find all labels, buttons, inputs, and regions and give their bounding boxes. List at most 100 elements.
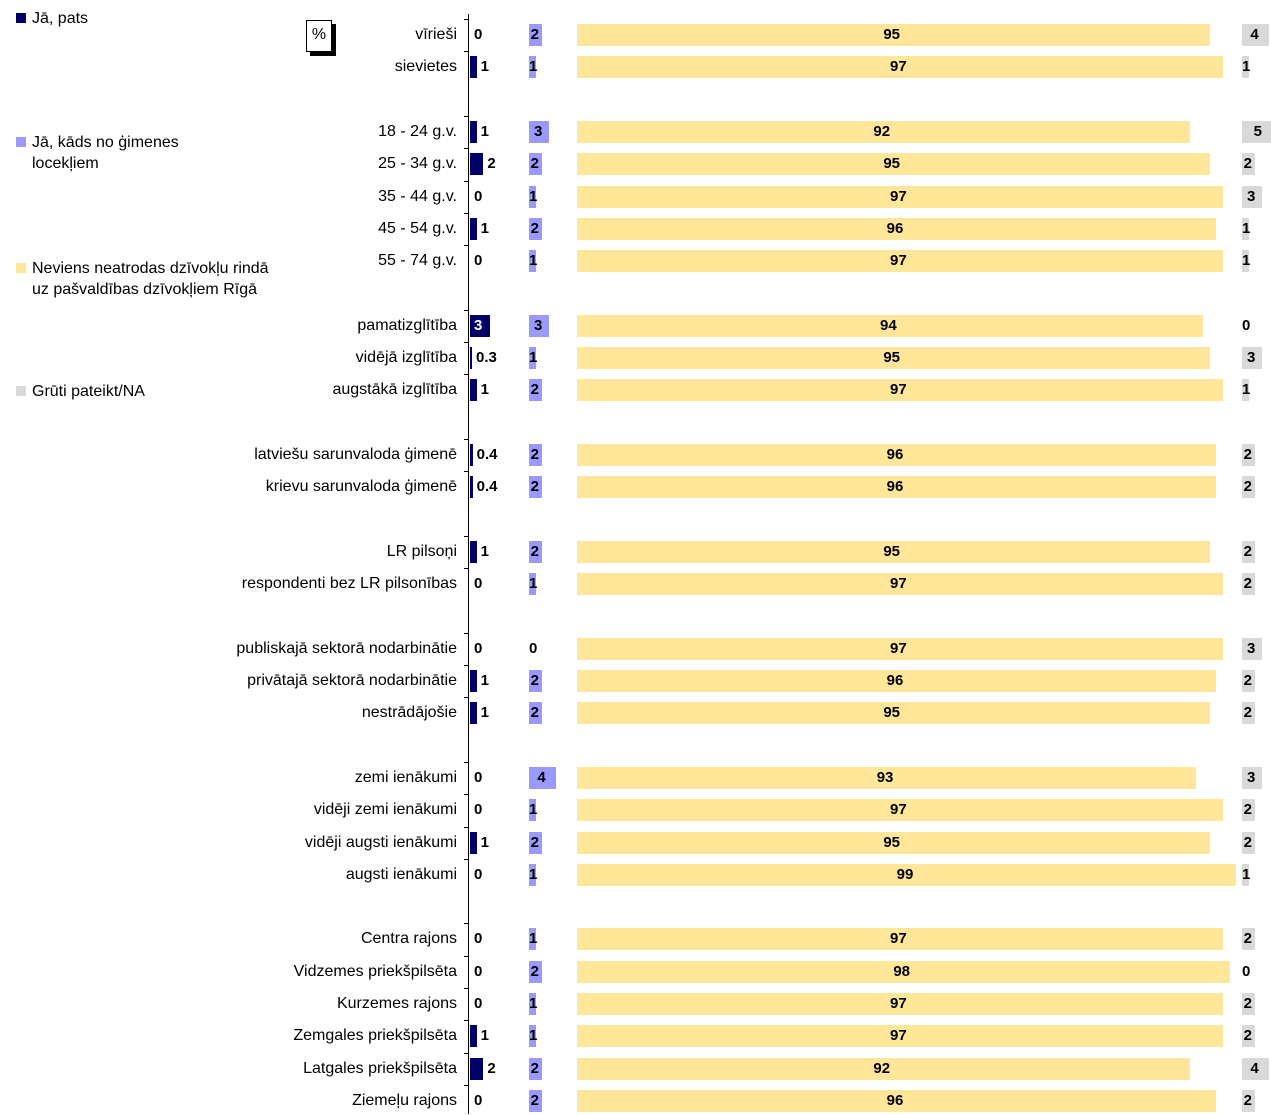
- bar-series-1: [470, 1057, 484, 1080]
- bar-series-2: [529, 476, 543, 499]
- bar-series-2: [529, 185, 536, 208]
- data-label: 95: [883, 833, 901, 851]
- bar-series-3: [577, 347, 1210, 369]
- bar-series-1: [470, 670, 477, 692]
- bar-series-4: [1242, 347, 1262, 369]
- axis-tick: [464, 245, 469, 247]
- bar-series-3: [577, 56, 1224, 79]
- axis-tick: [464, 535, 469, 537]
- bar-series-3: [577, 153, 1210, 176]
- data-label: 1: [1242, 381, 1251, 399]
- axis-tick: [464, 923, 469, 925]
- data-label: 94: [880, 316, 897, 334]
- data-label: 1: [480, 122, 489, 140]
- bar-series-4: [1242, 1089, 1256, 1112]
- bar-series-4: [1242, 799, 1256, 822]
- bar-series-4: [1242, 443, 1256, 466]
- bar-series-3: [577, 637, 1224, 660]
- data-label: 0: [474, 995, 483, 1012]
- bar-series-4: [1242, 250, 1249, 273]
- data-label: 97: [890, 1027, 907, 1045]
- bar-series-2: [529, 120, 549, 143]
- axis-tick: [464, 115, 469, 117]
- category-label: vidējā izglītība: [355, 349, 457, 366]
- data-label: 0.3: [476, 349, 497, 366]
- data-label: 93: [876, 768, 894, 786]
- data-label: 95: [883, 542, 901, 560]
- data-label: 2: [487, 155, 496, 173]
- bar-series-1: [470, 831, 477, 854]
- bar-series-3: [577, 24, 1210, 46]
- data-label: 97: [890, 252, 907, 270]
- bar-series-4: [1242, 863, 1249, 886]
- bar-series-1: [470, 379, 477, 402]
- bar-series-1: [470, 347, 472, 369]
- data-label: 2: [1243, 801, 1252, 819]
- data-label: 2: [530, 833, 539, 851]
- unit-label: %: [306, 20, 332, 52]
- data-label: 2: [1243, 833, 1252, 851]
- bar-series-2: [529, 670, 543, 692]
- bar-series-4: [1242, 153, 1256, 176]
- bar-series-1: [470, 540, 477, 563]
- bar-series-3: [577, 831, 1210, 854]
- bar-series-4: [1242, 476, 1256, 499]
- bar-series-3: [577, 1089, 1217, 1112]
- category-label: privātajā sektorā nodarbinātie: [247, 672, 457, 689]
- bar-series-3: [577, 573, 1224, 596]
- data-label: 0: [474, 801, 483, 819]
- data-label: 2: [1243, 542, 1252, 560]
- data-label: 4: [1250, 1059, 1259, 1077]
- category-label: 25 - 34 g.v.: [378, 155, 457, 173]
- data-label: 96: [886, 1091, 904, 1109]
- axis-tick: [464, 1052, 469, 1054]
- data-label: 2: [530, 672, 539, 689]
- data-label: 0: [474, 187, 483, 205]
- category-label: publiskajā sektorā nodarbinātie: [236, 639, 457, 657]
- axis-tick: [464, 858, 469, 860]
- data-label: 2: [487, 1059, 496, 1077]
- category-label: Zemgales priekšpilsēta: [293, 1027, 457, 1045]
- bar-series-1: [470, 443, 473, 466]
- axis-tick: [464, 955, 469, 957]
- legend-swatch: [16, 13, 26, 23]
- bar-series-1: [470, 217, 477, 240]
- bar-series-3: [577, 1057, 1190, 1080]
- bar-series-3: [577, 476, 1217, 499]
- data-label: 2: [1243, 672, 1252, 689]
- category-label: 45 - 54 g.v.: [378, 219, 457, 237]
- data-label: 1: [1242, 58, 1251, 76]
- axis-tick: [464, 826, 469, 828]
- bar-series-3: [577, 993, 1224, 1015]
- data-label: 1: [529, 995, 538, 1012]
- axis-tick: [464, 309, 469, 311]
- data-label: 97: [890, 381, 907, 399]
- bar-series-2: [529, 702, 543, 725]
- bar-series-4: [1242, 540, 1256, 563]
- category-label: nestrādājošie: [361, 704, 457, 722]
- legend-swatch: [16, 137, 26, 147]
- category-label: 55 - 74 g.v.: [378, 252, 457, 270]
- data-label: 0: [474, 26, 483, 43]
- data-label: 96: [886, 672, 904, 689]
- legend-label: Neviens neatrodas dzīvokļu rindā uz pašv…: [32, 260, 269, 298]
- data-label: 95: [883, 26, 901, 43]
- data-label: 2: [530, 445, 539, 463]
- data-label: 1: [529, 187, 538, 205]
- axis-tick: [464, 19, 469, 20]
- category-label: 35 - 44 g.v.: [378, 187, 457, 205]
- bar-series-2: [529, 799, 536, 822]
- data-label: 0: [474, 1091, 483, 1109]
- data-label: 2: [530, 542, 539, 560]
- category-label: Kurzemes rajons: [336, 995, 457, 1012]
- data-label: 2: [530, 26, 539, 43]
- bar-series-3: [577, 250, 1224, 273]
- data-label: 1: [480, 704, 489, 722]
- bar-series-3: [577, 217, 1217, 240]
- bar-series-2: [529, 153, 543, 176]
- bar-series-4: [1242, 831, 1256, 854]
- data-label: 2: [530, 1091, 539, 1109]
- data-label: 3: [1246, 639, 1256, 657]
- axis-tick: [464, 568, 469, 570]
- data-label: 2: [530, 1059, 539, 1077]
